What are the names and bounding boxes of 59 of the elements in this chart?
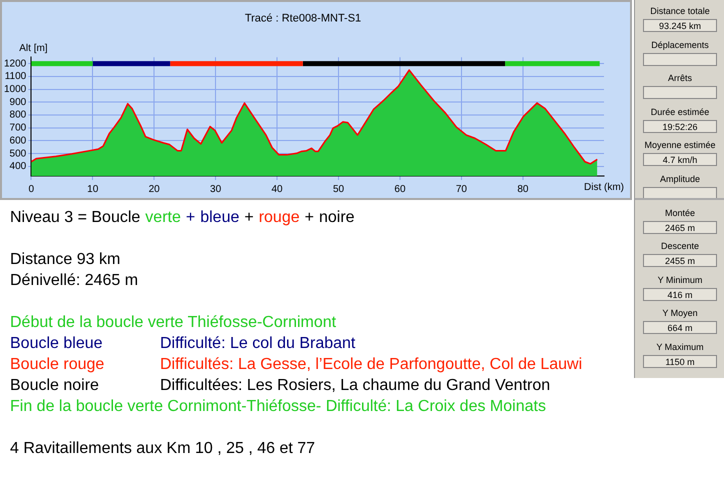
x-tick-label: 50 — [332, 184, 345, 195]
text: Y Moyen — [661, 308, 699, 318]
y-tick-label: 600 — [10, 135, 27, 146]
text: Début de la boucle verte Thiéfosse-Cornimont — [10, 313, 336, 333]
text: Y Maximum — [655, 342, 705, 352]
text: 2455 m — [643, 254, 717, 268]
text: Montée — [664, 208, 696, 218]
y-tick-label: 900 — [10, 96, 27, 108]
x-tick-label: 30 — [210, 184, 222, 195]
y-tick-label: 500 — [10, 148, 27, 160]
text: Durée estimée — [650, 106, 710, 117]
chart-title: Tracé : Rte008-MNT-S1 — [244, 12, 362, 25]
text: rouge — [258, 208, 300, 228]
text: 416 m — [643, 288, 717, 301]
text: Difficultés: La Gesse, l’Ecole de Parfongoutte, Col de Lauwi — [160, 355, 582, 375]
text: Y Minimum — [656, 274, 704, 285]
y-tick-label: 1000 — [4, 84, 27, 96]
text: + — [244, 208, 254, 228]
y-tick-label: 1200 — [4, 58, 27, 70]
text: Dénivellé: 2465 m — [10, 271, 138, 291]
x-tick-label: 80 — [517, 184, 529, 195]
text: 2465 m — [643, 220, 717, 234]
text: Boucle noire — [10, 376, 99, 396]
text: + — [304, 208, 314, 228]
x-tick-label: 60 — [394, 184, 406, 195]
text: Distance 93 km — [10, 250, 120, 270]
text: Fin de la boucle verte Cornimont-Thiéfosse- Difficulté: La Croix des Moinats — [10, 397, 546, 417]
text: bleue — [200, 208, 240, 228]
x-axis-title: Dist (km) — [584, 182, 624, 193]
text: Descente — [660, 241, 700, 252]
text: 664 m — [643, 321, 717, 334]
y-tick-label: 700 — [10, 122, 27, 134]
text: Boucle bleue — [10, 334, 103, 354]
x-tick-label: 40 — [272, 184, 284, 195]
y-tick-label: 400 — [10, 161, 27, 172]
text: Moyenne estimée — [643, 140, 717, 150]
x-tick-label: 10 — [87, 184, 99, 195]
y-axis-title: Alt [m] — [19, 42, 48, 54]
y-tick-label: 800 — [10, 110, 27, 121]
text: Boucle rouge — [10, 355, 104, 375]
text: Difficulté: Le col du Brabant — [160, 334, 356, 354]
y-tick-label: 1100 — [4, 71, 27, 82]
text: 19:52:26 — [643, 120, 717, 133]
text: Niveau 3 = Boucle — [10, 208, 140, 228]
text: Difficultées: Les Rosiers, La chaume du Grand Ventron — [160, 376, 550, 396]
text: 4.7 km/h — [643, 153, 717, 166]
text: 93.245 km — [643, 19, 717, 32]
text: noire — [318, 208, 355, 228]
x-tick-label: 0 — [28, 184, 34, 195]
x-tick-label: 20 — [148, 184, 160, 195]
text: Déplacements — [650, 40, 710, 50]
text: Distance totale — [649, 6, 711, 16]
text: verte — [145, 208, 181, 228]
text: + — [186, 208, 196, 228]
text: Amplitude — [658, 174, 702, 184]
text: 4 Ravitaillements aux Km 10 , 25 , 46 et 77 — [10, 439, 316, 459]
text: Arrêts — [666, 73, 693, 84]
text: 1150 m — [643, 355, 717, 368]
x-tick-label: 70 — [456, 184, 468, 195]
